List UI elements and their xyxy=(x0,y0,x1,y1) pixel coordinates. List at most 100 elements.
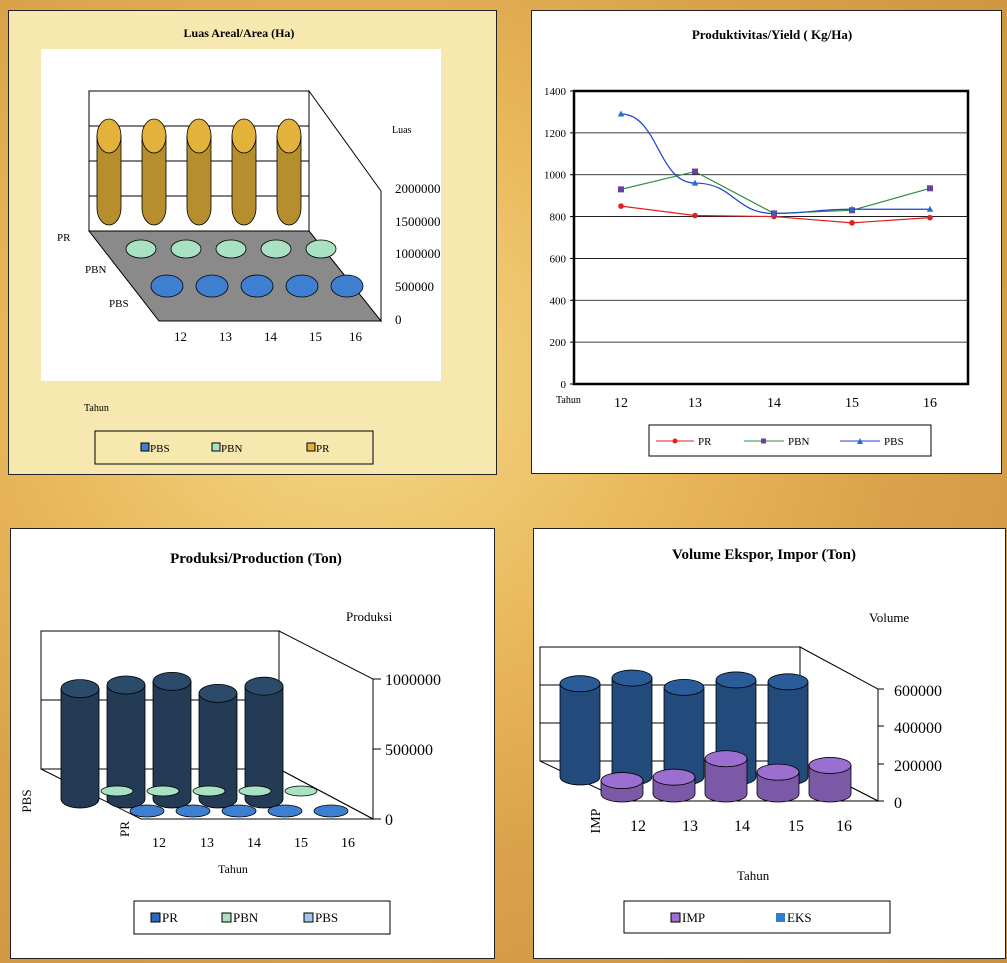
production-xtick: 14 xyxy=(247,836,261,851)
export-legend xyxy=(623,900,891,934)
area-legend xyxy=(94,430,374,465)
production-bar-pbs xyxy=(198,683,238,809)
yield-line-pbs xyxy=(620,113,930,215)
area-ytick: 1000000 xyxy=(395,246,441,261)
area-legend-label: PBS xyxy=(150,443,170,455)
yield-ytick: 1000 xyxy=(544,170,567,182)
export-legend-label: IMP xyxy=(682,910,705,925)
production-bar-pr xyxy=(267,804,303,818)
yield-ytick: 1200 xyxy=(544,128,567,140)
production-bar-pr xyxy=(129,804,165,818)
area-xtick: 14 xyxy=(264,329,278,344)
yield-point-pbn xyxy=(927,185,933,192)
yield-xtick: 14 xyxy=(767,396,781,411)
production-legend-swatch-pbs xyxy=(303,912,314,923)
area-bar-pr xyxy=(141,118,167,226)
export-xtick: 15 xyxy=(788,818,804,835)
yield-point-pr xyxy=(849,220,855,226)
production-chart: Produksi/Production (Ton) Produksi 10000… xyxy=(19,551,441,935)
yield-point-pbs xyxy=(617,110,625,117)
production-xtick: 15 xyxy=(294,836,308,851)
export-legend-swatch-imp xyxy=(670,912,681,923)
area-bar-pr xyxy=(231,118,257,226)
production-xlabel: Tahun xyxy=(218,862,248,876)
yield-legend-marker-pbs xyxy=(857,438,863,444)
yield-point-pr xyxy=(927,214,933,221)
area-xtick: 15 xyxy=(309,329,322,344)
area-xtick: 16 xyxy=(349,329,363,344)
yield-ytick: 400 xyxy=(550,295,567,307)
area-ylabel: Luas xyxy=(392,125,412,136)
area-legend-label: PBN xyxy=(221,443,242,455)
area-depth-label: PR xyxy=(57,232,71,244)
area-ytick: 2000000 xyxy=(395,181,441,196)
area-legend-swatch-pr xyxy=(306,442,316,452)
yield-xtick: 15 xyxy=(845,396,859,411)
production-ytick: 1000000 xyxy=(385,672,441,689)
production-bar-pbs xyxy=(106,675,146,809)
yield-ytick: 0 xyxy=(561,379,567,391)
area-bar-pbs xyxy=(150,274,184,298)
production-xtick: 13 xyxy=(200,836,214,851)
production-legend xyxy=(133,900,391,935)
export-import-ylabel: Volume xyxy=(869,610,909,625)
yield-point-pbn xyxy=(692,168,698,175)
export-xtick: 12 xyxy=(630,818,646,835)
yield-xtick: 13 xyxy=(688,396,702,411)
yield-ytick: 600 xyxy=(550,253,567,265)
production-ytick: 0 xyxy=(385,812,393,829)
yield-point-pr xyxy=(692,212,698,219)
production-depth-label: PBS xyxy=(19,789,34,812)
export-ytick: 400000 xyxy=(894,720,942,737)
production-ytick: 500000 xyxy=(385,742,433,759)
yield-ytick: 800 xyxy=(550,212,567,224)
area-chart-title: Luas Areal/Area (Ha) xyxy=(184,26,295,40)
area-xlabel: Tahun xyxy=(84,403,109,414)
yield-chart: Produktivitas/Yield ( Kg/Ha) 1400 1200 100… xyxy=(544,27,970,457)
area-ytick: 0 xyxy=(395,312,402,327)
export-legend-swatch-eks xyxy=(776,913,785,922)
export-marks xyxy=(559,669,852,803)
export-bar-imp xyxy=(600,772,644,803)
yield-legend-marker-pr xyxy=(672,438,678,444)
area-marks xyxy=(96,118,364,298)
yield-legend xyxy=(648,424,932,457)
yield-point-pbs xyxy=(926,205,934,212)
production-bar-pbn xyxy=(146,785,180,797)
production-bar-pr xyxy=(221,804,257,818)
yield-chart-panel: Produktivitas/Yield ( Kg/Ha) 1400 1200 100… xyxy=(531,10,1002,474)
yield-point-pr xyxy=(618,203,624,209)
export-bar-imp xyxy=(704,750,748,803)
production-bar-pbn xyxy=(100,785,134,797)
yield-grid xyxy=(574,132,968,343)
production-xtick: 12 xyxy=(152,836,166,851)
area-xtick: 12 xyxy=(174,329,187,344)
production-bar-pr xyxy=(175,804,211,818)
export-import-chart-panel: Volume Ekspor, Impor (Ton) Volume 600000… xyxy=(533,528,1006,959)
production-bar-pr xyxy=(313,804,349,818)
yield-point-pbs xyxy=(770,209,778,216)
area-legend-swatch-pbs xyxy=(140,442,150,452)
yield-point-pbs xyxy=(691,179,699,186)
export-ytick: 200000 xyxy=(894,758,942,775)
export-xtick: 16 xyxy=(836,818,852,835)
production-xtick: 16 xyxy=(341,836,355,851)
export-legend-label: EKS xyxy=(787,910,812,925)
export-bar-imp xyxy=(756,763,800,803)
yield-plot-border xyxy=(572,89,970,386)
export-bar-eks xyxy=(611,669,653,786)
production-legend-label: PBN xyxy=(233,910,259,925)
production-depth-label: PR xyxy=(117,821,132,837)
area-chart: Luas Areal/Area (Ha) Luas 2000000 150000… xyxy=(41,26,441,465)
production-chart-title: Produksi/Production (Ton) xyxy=(170,551,342,567)
yield-legend-label: PBN xyxy=(788,436,809,448)
yield-ytick: 1400 xyxy=(544,86,567,98)
yield-point-pbs xyxy=(848,205,856,212)
yield-chart-title: Produktivitas/Yield ( Kg/Ha) xyxy=(692,27,852,42)
yield-yticks: 1400 1200 1000 800 600 400 200 0 xyxy=(544,86,574,391)
production-bar-pbn xyxy=(238,785,272,797)
area-bar-pbs xyxy=(285,274,319,298)
export-ytick: 600000 xyxy=(894,683,942,700)
area-ytick: 1500000 xyxy=(395,214,441,229)
area-ytick: 500000 xyxy=(395,279,434,294)
